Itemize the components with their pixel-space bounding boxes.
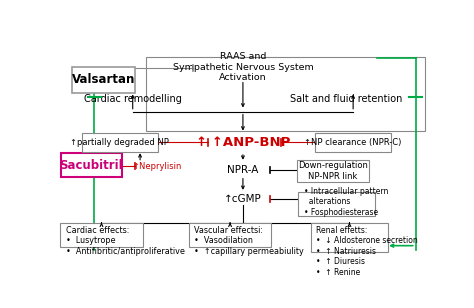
Text: Cardiac effects:
•  Lusytrope
•  Antifibritic/antiproliferative: Cardiac effects: • Lusytrope • Antifibri… bbox=[66, 226, 184, 256]
Text: RAAS and
Sympathetic Nervous System
Activation: RAAS and Sympathetic Nervous System Acti… bbox=[173, 52, 313, 82]
Text: Cardiac remodelling: Cardiac remodelling bbox=[84, 94, 182, 103]
FancyBboxPatch shape bbox=[61, 153, 122, 177]
FancyBboxPatch shape bbox=[72, 67, 135, 93]
Text: • Intracellular pattern
  alterations
• Fosphodiesterase: • Intracellular pattern alterations • Fo… bbox=[303, 187, 388, 217]
FancyBboxPatch shape bbox=[60, 223, 143, 247]
Text: Down-regulation
NP-NPR link: Down-regulation NP-NPR link bbox=[298, 161, 368, 181]
Text: Salt and fluid retention: Salt and fluid retention bbox=[290, 94, 402, 103]
FancyBboxPatch shape bbox=[316, 133, 391, 152]
FancyBboxPatch shape bbox=[189, 223, 272, 247]
Text: ↑Neprylisin: ↑Neprylisin bbox=[132, 162, 181, 171]
Text: Valsartan: Valsartan bbox=[72, 73, 135, 86]
FancyBboxPatch shape bbox=[311, 223, 388, 252]
Text: ↑NP clearance (NPR-C): ↑NP clearance (NPR-C) bbox=[304, 138, 402, 147]
Text: Sacubitril: Sacubitril bbox=[60, 159, 123, 172]
FancyBboxPatch shape bbox=[82, 133, 157, 152]
Text: NPR-A: NPR-A bbox=[227, 165, 259, 175]
FancyBboxPatch shape bbox=[298, 192, 375, 216]
Text: ↑partially degraded NP: ↑partially degraded NP bbox=[71, 138, 169, 147]
FancyBboxPatch shape bbox=[297, 160, 369, 182]
Text: ↑cGMP: ↑cGMP bbox=[224, 194, 262, 205]
Text: Vascular effectsi:
•  Vasodilation
•  ↑capillary permeabiulity: Vascular effectsi: • Vasodilation • ↑cap… bbox=[194, 226, 304, 256]
Text: ↑ ↑ANP-BNP: ↑ ↑ANP-BNP bbox=[196, 136, 290, 149]
Text: Renal effetts:
•  ↓ Aldosterone secretion
•  ↑ Natriuresis
•  ↑ Diuresis
•  ↑ Re: Renal effetts: • ↓ Aldosterone secretion… bbox=[317, 226, 418, 277]
